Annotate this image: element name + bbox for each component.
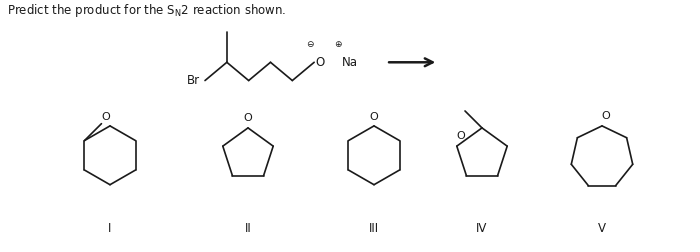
Text: O: O	[315, 56, 324, 69]
Text: IV: IV	[476, 222, 488, 235]
Text: II: II	[244, 222, 251, 235]
Text: Na: Na	[342, 56, 358, 69]
Text: Predict the product for the $\mathregular{S_N}$2 reaction shown.: Predict the product for the $\mathregula…	[7, 2, 286, 19]
Text: O: O	[244, 113, 253, 123]
Text: III: III	[369, 222, 379, 235]
Text: Br: Br	[187, 74, 200, 87]
Text: I: I	[108, 222, 112, 235]
Text: ⊕: ⊕	[335, 40, 342, 49]
Text: O: O	[102, 112, 111, 122]
Text: O: O	[456, 131, 466, 141]
Text: O: O	[370, 112, 379, 122]
Text: V: V	[598, 222, 606, 235]
Text: ⊖: ⊖	[307, 40, 314, 49]
Text: O: O	[601, 111, 610, 121]
